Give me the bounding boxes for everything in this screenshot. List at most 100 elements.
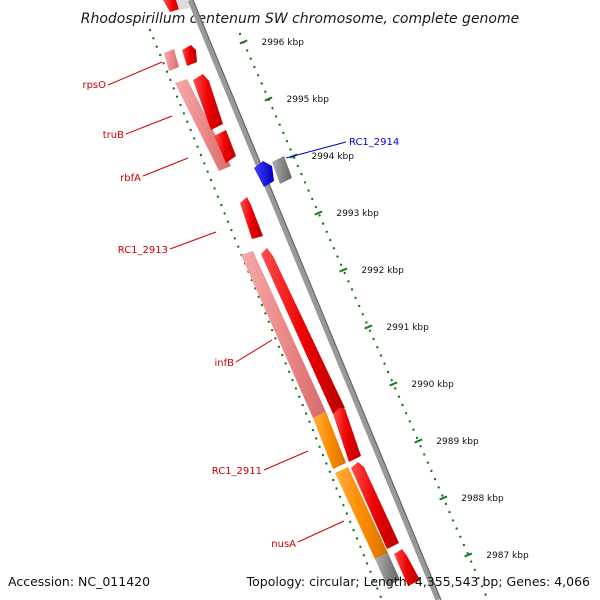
scale-dot [349, 520, 352, 523]
scale-dot [287, 370, 291, 373]
scale-dot [477, 576, 480, 580]
scale-dot [315, 437, 318, 440]
scale-dot [196, 145, 199, 148]
leader-line [285, 141, 347, 159]
gene-infB[interactable] [241, 251, 326, 418]
scale-dot [325, 230, 328, 233]
cds-tail[interactable] [394, 549, 420, 586]
backbone [187, 0, 442, 600]
scale-dot [294, 387, 298, 390]
scale-dot [470, 560, 473, 563]
scale-dot [192, 137, 196, 140]
gene-label[interactable]: RC1_2913 [118, 245, 168, 256]
feature-RC1_2914-gray[interactable] [272, 156, 292, 184]
tick-label: 2989 kbp [436, 437, 479, 447]
gene-rpsO[interactable] [164, 49, 179, 71]
scale-dot [423, 453, 426, 456]
scale-dot [230, 228, 233, 232]
scale-dot [233, 237, 236, 240]
scale-dot [335, 487, 338, 490]
scale-dot [336, 255, 339, 258]
scale-dot [277, 345, 281, 348]
scale-dot [318, 445, 321, 448]
scale-dot [260, 82, 263, 85]
scale-dot [148, 28, 152, 32]
scale-dot [152, 37, 155, 40]
tick-label: 2988 kbp [461, 494, 504, 504]
gene-label[interactable]: nusA [271, 539, 296, 550]
cds-rpsO[interactable] [182, 45, 197, 66]
scale-dot [311, 428, 315, 432]
tick-label: 2994 kbp [312, 152, 355, 162]
cds-RC1_2911[interactable] [333, 408, 361, 462]
scale-dot [390, 379, 393, 382]
scale-dot [347, 280, 350, 283]
scale-dot [186, 120, 189, 123]
gene-label[interactable]: truB [103, 130, 124, 141]
scale-dot [365, 321, 368, 324]
cds-truB[interactable] [193, 74, 223, 130]
scale-dot [365, 562, 369, 565]
tick-mark [239, 39, 248, 45]
gene-label[interactable]: RC1_2914 [349, 137, 399, 148]
scale-dot [379, 354, 383, 357]
scale-dot [342, 504, 345, 507]
scale-dot [308, 420, 311, 423]
scale-dot [253, 65, 256, 69]
gene-label[interactable]: rpsO [82, 80, 106, 91]
cds-RC1_2913[interactable] [240, 197, 263, 239]
leader-line [169, 231, 217, 250]
tick-mark [314, 210, 323, 216]
scale-dot [397, 395, 401, 398]
scale-dot [291, 378, 294, 382]
cds-infB[interactable] [261, 248, 345, 414]
scale-dot [264, 90, 267, 93]
scale-dot [372, 337, 375, 341]
scale-dot [415, 436, 419, 440]
scale-dot [226, 220, 230, 223]
scale-dot [246, 49, 249, 52]
scale-dot [296, 164, 299, 168]
scale-dot [433, 477, 437, 481]
gene-top[interactable] [176, 0, 190, 10]
scale-dot [480, 585, 484, 588]
scale-dot [455, 527, 458, 530]
rna-RC1_2911[interactable] [313, 412, 346, 469]
scale-dot [355, 537, 359, 540]
scale-dot [376, 587, 379, 590]
cds-rbfA[interactable] [214, 130, 236, 163]
cds-nusA[interactable] [351, 462, 399, 549]
scale-dot [285, 140, 289, 143]
backbone-edge [192, 0, 442, 600]
scale-dot [165, 70, 169, 73]
rna-nusA[interactable] [335, 467, 388, 559]
scale-dot [362, 554, 365, 557]
feature-RC1_2914-blue[interactable] [254, 161, 274, 187]
gene-labels: rpsO truB rbfA RC1_2913 infB RC1_2911 nusA RC1_… [82, 61, 399, 550]
scale-dot [278, 123, 281, 126]
scale-dot [175, 95, 179, 98]
scale-dot [304, 412, 308, 415]
gene-label[interactable]: RC1_2911 [212, 466, 262, 477]
scale-dot [329, 238, 332, 242]
gene-tail[interactable] [375, 553, 400, 586]
scale-dot [338, 495, 342, 498]
tick-mark [389, 381, 398, 387]
tick-label: 2996 kbp [262, 38, 305, 48]
scale-dot [260, 303, 264, 307]
scale-dot [172, 87, 175, 90]
scale-dot [325, 462, 328, 465]
gene-truB-rbfA[interactable] [175, 79, 231, 171]
leader-line [297, 520, 345, 543]
gene-label[interactable]: rbfA [120, 173, 141, 184]
scale-dot [293, 156, 296, 159]
leader-line [235, 339, 273, 363]
scale-dot [352, 529, 355, 532]
scale-dot [318, 214, 321, 217]
tick-label: 2991 kbp [386, 323, 429, 333]
gene-label[interactable]: infB [215, 358, 235, 369]
scale-dot [345, 512, 348, 515]
scale-dot [350, 288, 354, 291]
scale-dot [264, 312, 267, 315]
